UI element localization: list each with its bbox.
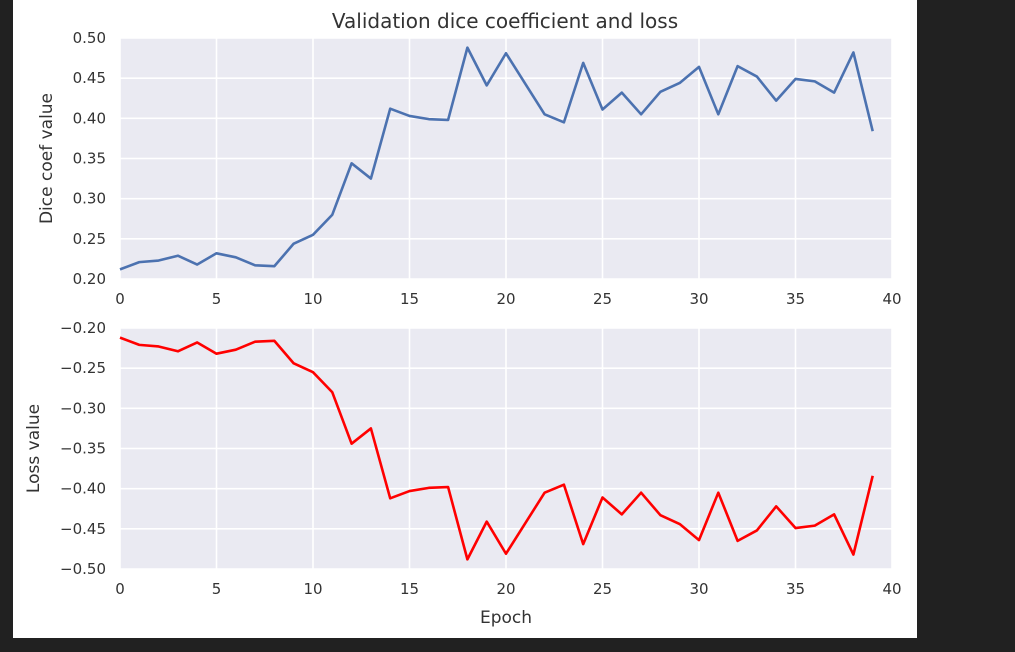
loss-ytick-label: −0.45 bbox=[60, 520, 106, 538]
dice-series-line bbox=[119, 46, 874, 271]
dice-ylabel: Dice coef value bbox=[37, 93, 57, 224]
dice-xtick-label: 30 bbox=[689, 290, 708, 308]
loss-subplot: 0 5 10 15 20 25 30 35 40 −0.50 −0.45 −0.40 −0.35 −0.3… bbox=[24, 319, 902, 628]
loss-xtick-label: 0 bbox=[115, 580, 125, 598]
chart-svg: Validation dice coefficient and loss 0 5 1… bbox=[24, 9, 902, 628]
loss-xtick-label: 10 bbox=[303, 580, 322, 598]
dice-ytick-label: 0.45 bbox=[73, 69, 106, 87]
dice-xtick-label: 25 bbox=[593, 290, 612, 308]
loss-ytick-label: −0.40 bbox=[60, 480, 106, 498]
dice-ytick-label: 0.25 bbox=[73, 230, 106, 248]
loss-xtick-label: 20 bbox=[496, 580, 515, 598]
dice-xtick-label: 35 bbox=[786, 290, 805, 308]
loss-xtick-label: 35 bbox=[786, 580, 805, 598]
loss-ytick-label: −0.50 bbox=[60, 560, 106, 578]
dice-xtick-label: 20 bbox=[496, 290, 515, 308]
loss-xtick-label: 30 bbox=[689, 580, 708, 598]
figure-canvas: Validation dice coefficient and loss 0 5 1… bbox=[13, 0, 917, 638]
loss-ytick-label: −0.30 bbox=[60, 399, 106, 417]
loss-xtick-label: 25 bbox=[593, 580, 612, 598]
dice-xtick-label: 15 bbox=[400, 290, 419, 308]
loss-xtick-label: 40 bbox=[882, 580, 901, 598]
dice-ytick-label: 0.35 bbox=[73, 150, 106, 168]
dice-ytick-label: 0.30 bbox=[73, 190, 106, 208]
dice-xtick-label: 10 bbox=[303, 290, 322, 308]
loss-xlabel: Epoch bbox=[480, 608, 532, 628]
dice-ytick-label: 0.40 bbox=[73, 109, 106, 127]
dice-xtick-label: 0 bbox=[115, 290, 125, 308]
dice-subplot: 0 5 10 15 20 25 30 35 40 0.20 0.25 0.30 0.35 0.40 0.45… bbox=[37, 29, 902, 308]
chart-title: Validation dice coefficient and loss bbox=[332, 9, 678, 33]
loss-xtick-label: 5 bbox=[212, 580, 222, 598]
dice-xtick-label: 5 bbox=[212, 290, 222, 308]
loss-ytick-label: −0.25 bbox=[60, 359, 106, 377]
dice-ytick-label: 0.50 bbox=[73, 29, 106, 47]
loss-ylabel: Loss value bbox=[24, 404, 44, 493]
dice-ytick-label: 0.20 bbox=[73, 270, 106, 288]
loss-ytick-label: −0.35 bbox=[60, 440, 106, 458]
loss-ytick-label: −0.20 bbox=[60, 319, 106, 337]
dice-xtick-label: 40 bbox=[882, 290, 901, 308]
loss-series-line bbox=[119, 336, 874, 561]
loss-xtick-label: 15 bbox=[400, 580, 419, 598]
